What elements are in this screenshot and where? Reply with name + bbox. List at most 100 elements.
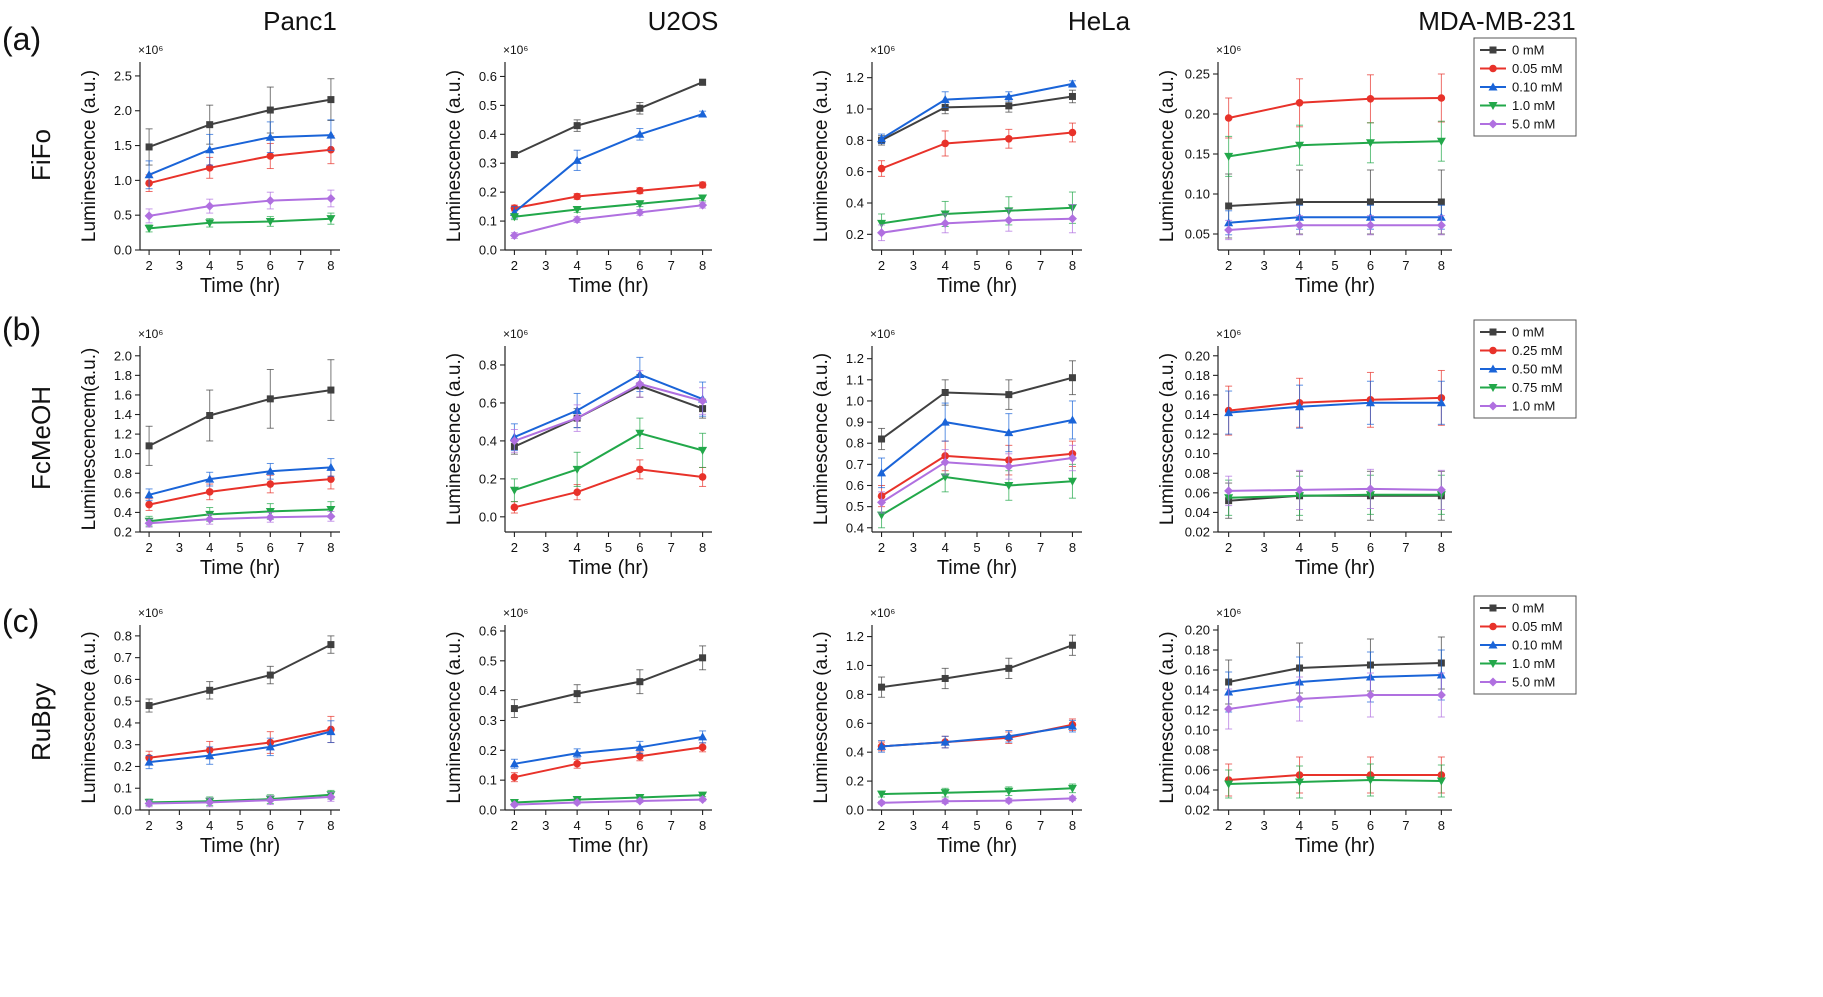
data-point [1224,486,1234,496]
series-0 [510,78,707,159]
x-axis-label: Time (hr) [1295,275,1375,297]
series-line [148,730,332,764]
data-point [1365,220,1375,230]
x-tick-label: 7 [297,258,304,273]
data-point [206,686,214,694]
y-tick-label: 0.02 [1185,525,1210,540]
series-line [1228,216,1442,224]
y-axis-label: Luminescence (a.u.) [811,70,832,242]
panel-r0-c3: 0.05 0.10 0.15 0.20 0.25 2 3 4 5 6 7 8 ×10⁶ Time (hr)… [1157,43,1452,297]
x-axis-label: Time (hr) [1295,835,1375,857]
data-point [1437,94,1446,102]
x-tick-label: 4 [942,258,949,273]
data-point [636,752,644,761]
y-tick-label: 0.6 [846,716,864,731]
panel-r2-c2: 0.0 0.2 0.4 0.6 0.8 1.0 1.2 2 3 4 5 6 7 8 ×10⁶ Time (hr… [811,606,1082,857]
series-3 [1224,474,1446,516]
y-tick-label: 0.5 [846,499,864,514]
data-point [144,224,154,233]
data-point [326,130,336,139]
x-tick-label: 8 [1069,818,1076,833]
data-point [572,206,582,215]
x-tick-label: 2 [145,540,152,555]
y-tick-label: 0.4 [479,433,497,448]
series-line [1228,694,1442,710]
y-tick-label: 0.15 [1185,147,1210,162]
data-point [572,155,582,164]
y-tick-label: 0.20 [1185,623,1210,638]
y-tick-label: 0.6 [114,485,132,500]
data-point [327,386,335,394]
data-point [1005,664,1013,672]
y-tick-label: 0.2 [846,774,864,789]
data-point [1068,374,1076,382]
series-2 [877,400,1077,489]
data-point [205,488,214,496]
series-3 [509,417,708,503]
x-tick-label: 2 [511,540,518,555]
y-tick-label: 0.02 [1185,803,1210,818]
series-line [513,81,703,156]
data-point [940,95,950,104]
series-3 [1224,763,1446,799]
x-tick-label: 6 [267,258,274,273]
y-tick-label: 1.8 [114,368,132,383]
data-point [1067,477,1077,486]
data-point [1366,198,1374,206]
series-4 [1224,672,1446,730]
y-tick-label: 0.4 [846,745,864,760]
series-line [514,735,703,765]
series-3 [509,194,708,222]
data-point [509,800,519,810]
data-point [877,228,887,238]
series-0 [1225,636,1445,705]
data-point [698,200,708,210]
x-tick-label: 8 [327,540,334,555]
panel-r0-c0: 0.0 0.5 1.0 1.5 2.0 2.5 2 3 4 5 6 7 8 ×10⁶ Time (hr) Lu… [79,43,340,297]
x-tick-label: 6 [1367,540,1374,555]
axis-multiplier: ×10⁶ [503,43,528,57]
y-tick-label: 0.5 [479,98,497,113]
x-tick-label: 6 [1367,818,1374,833]
x-tick-label: 5 [1331,540,1338,555]
data-point [1365,690,1375,700]
y-tick-label: 0.0 [479,803,497,818]
data-point [510,773,519,781]
y-tick-label: 1.0 [846,393,864,408]
data-point [510,503,519,512]
row-name-rubpy: RuBpy [26,683,56,761]
data-point [145,702,153,710]
data-point [1005,102,1013,110]
data-point [1004,787,1014,796]
data-point [1067,415,1077,424]
data-point [1067,784,1077,793]
y-tick-label: 0.04 [1185,505,1210,520]
data-point [635,379,645,389]
series-line [148,466,331,496]
x-axis-label: Time (hr) [568,275,648,297]
series-line [149,217,331,230]
y-tick-label: 0.18 [1185,368,1210,383]
data-point [326,792,336,802]
legend-label: 5.0 mM [1512,675,1555,690]
data-point [573,122,581,130]
data-point [1224,704,1234,714]
series-line [1228,224,1442,231]
series-line [148,134,331,176]
series-2 [1224,204,1446,236]
y-tick-label: 0.8 [114,466,132,481]
legend-label: 1.0 mM [1512,656,1555,671]
data-point [205,474,215,483]
x-tick-label: 2 [878,540,885,555]
series-line [514,794,703,804]
data-point [1067,721,1077,730]
legend-row-0: 0 mM 0.05 mM 0.10 mM 1.0 mM 5.0 mM [1473,37,1577,137]
y-tick-label: 0.4 [479,683,497,698]
y-tick-label: 0.10 [1185,723,1210,738]
series-4 [509,200,708,241]
x-tick-label: 8 [699,540,706,555]
series-line [514,382,703,442]
x-tick-label: 6 [1005,818,1012,833]
x-tick-label: 3 [542,818,549,833]
panel-r1-c1: 0.0 0.2 0.4 0.6 0.8 2 3 4 5 6 7 8 ×10⁶ Time (hr) Lumin… [444,327,712,579]
